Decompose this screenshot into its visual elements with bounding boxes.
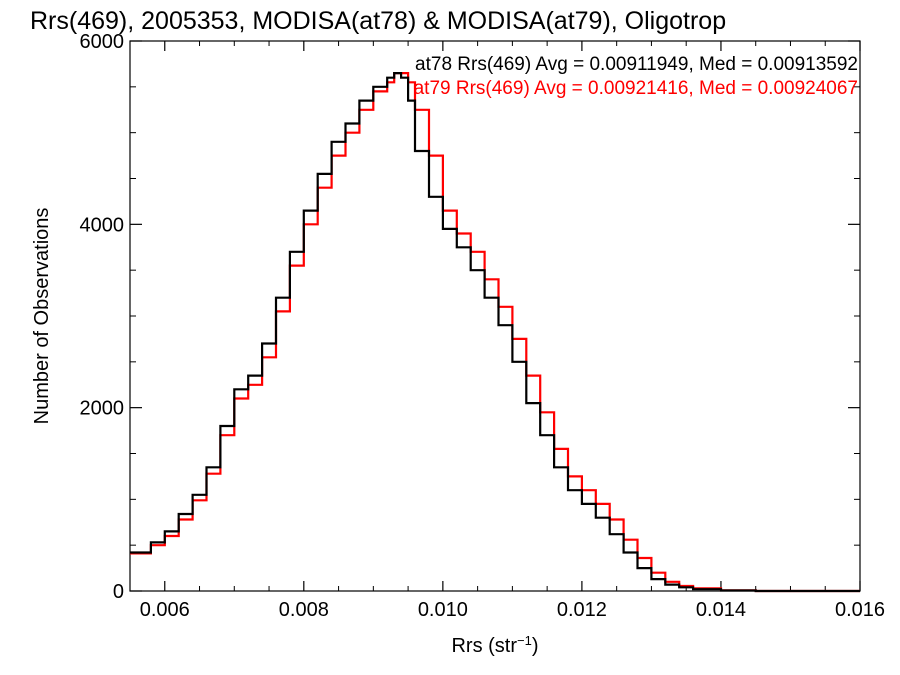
chart-title: Rrs(469), 2005353, MODISA(at78) & MODISA…: [30, 7, 726, 35]
legend: at78 Rrs(469) Avg = 0.00911949, Med = 0.…: [414, 54, 858, 99]
y-tick-label: 4000: [80, 214, 125, 236]
series-group: [130, 72, 860, 593]
x-tick-label: 0.016: [835, 599, 885, 621]
axis-tick-labels: 0.006 0.008 0.010 0.012 0.014 0.016 0 2000 4000 6…: [80, 31, 886, 621]
x-axis-label: Rrs (str−1): [451, 633, 538, 658]
y-tick-label: 0: [113, 581, 124, 603]
x-axis-label-text: Rrs (str: [451, 635, 517, 657]
y-axis-label: Number of Observations: [31, 208, 53, 425]
x-tick-label: 0.014: [696, 599, 746, 621]
x-tick-label: 0.008: [279, 599, 329, 621]
series-line-at79: [130, 72, 860, 593]
x-axis-label-end: ): [532, 635, 539, 657]
x-tick-label: 0.010: [418, 599, 468, 621]
legend-entry-at79: at79 Rrs(469) Avg = 0.00921416, Med = 0.…: [414, 78, 858, 99]
x-tick-label: 0.012: [557, 599, 607, 621]
x-axis-label-superscript: −1: [517, 633, 532, 648]
y-tick-label: 6000: [80, 31, 125, 53]
legend-entry-at78: at78 Rrs(469) Avg = 0.00911949, Med = 0.…: [415, 54, 858, 75]
y-tick-label: 2000: [80, 398, 125, 420]
series-line-at78: [130, 72, 860, 593]
x-tick-label: 0.006: [140, 599, 190, 621]
